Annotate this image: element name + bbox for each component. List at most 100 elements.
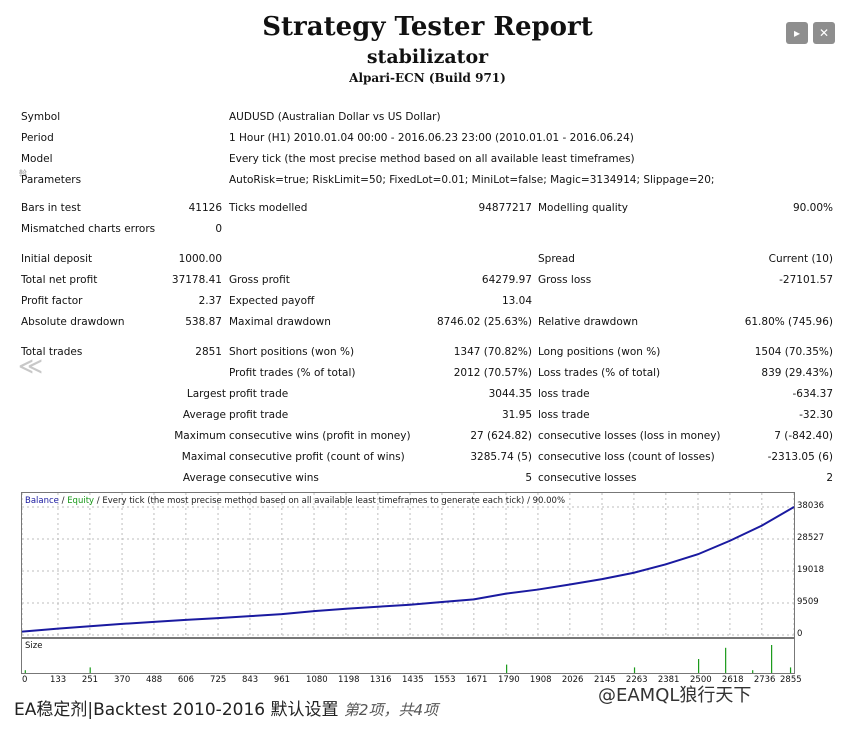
data-point [569,583,571,586]
corner-mark: 斡 [19,169,27,178]
spread-value: Current (10) [768,253,833,265]
average-profit-trade-value: 31.95 [501,409,532,421]
x-tick-label: 1316 [369,675,392,685]
x-tick-label: 2145 [594,675,616,685]
model-value: Every tick (the most precise method base… [229,153,635,165]
symbol-value: AUDUSD (Australian Dollar vs US Dollar) [229,111,441,123]
x-tick-label: 2855 [780,675,802,685]
ticks-label: Ticks modelled [229,202,308,214]
y-tick-label: 9509 [797,597,819,607]
parameters-value: AutoRisk=true; RiskLimit=50; FixedLot=0.… [229,174,715,186]
size-chart [21,638,795,674]
x-tick-label: 1198 [337,675,360,685]
footer-caption: EA稳定剂|Backtest 2010-2016 默认设置 第2项，共4项 [14,695,438,720]
ticks-value: 94877217 [478,202,532,214]
expected-payoff-value: 13.04 [501,295,532,307]
maximal-consecutive-loss-value: -2313.05 (6) [767,451,833,463]
size-chart-svg [24,645,792,673]
x-tick-label: 1908 [529,675,552,685]
total-trades-value: 2851 [195,346,222,358]
maximal-label: Maximal [181,451,226,463]
loss-trades-value: 839 (29.43%) [761,367,833,379]
average-profit-trade-label: profit trade [229,409,289,421]
data-point [761,524,763,527]
x-tick-label: 1435 [402,675,424,685]
size-bar [698,659,700,673]
ea-name: stabilizator [366,46,489,68]
size-bar [24,670,26,673]
maximal-consecutive-profit-value: 3285.74 (5) [470,451,532,463]
size-label: Size [25,641,43,651]
data-point [185,619,187,621]
gross-profit-value: 64279.97 [481,274,532,286]
data-point [633,571,635,574]
size-bar [633,667,636,673]
previous-icon[interactable]: ≪ [18,352,44,380]
bars-value: 41126 [188,202,222,214]
period-label: Period [21,132,54,144]
profit-factor-value: 2.37 [198,295,222,307]
size-bar [89,667,91,673]
profit-trades-value: 2012 (70.57%) [453,367,532,379]
caption-equity: Equity [67,496,95,506]
x-tick-label: 488 [145,675,163,685]
data-point [153,621,155,623]
data-point [57,627,59,630]
data-point [249,615,251,617]
balance-chart [21,492,795,638]
x-tick-label: 1790 [498,675,520,685]
caption-separator: / [58,496,68,506]
quality-value: 90.00% [792,202,833,214]
size-bar [771,645,773,673]
data-point [601,578,603,580]
net-profit-label: Total net profit [21,274,98,286]
y-tick-label: 28527 [797,533,825,543]
long-positions-value: 1504 (70.35%) [754,346,833,358]
rel-drawdown-label: Relative drawdown [538,316,639,328]
data-point [377,605,379,608]
y-tick-label: 38036 [797,501,825,511]
symbol-label: Symbol [21,111,61,123]
watermark: @EAMQL狼行天下 [598,685,752,706]
average-consecutive-losses-label: consecutive losses [538,472,637,484]
quality-label: Modelling quality [538,202,628,214]
y-tick-label: 19018 [797,565,825,575]
x-tick-label: 606 [177,675,195,685]
size-bar [789,667,792,673]
period-value: 1 Hour (H1) 2010.01.04 00:00 - 2016.06.2… [229,132,634,144]
data-point [537,588,539,591]
profit-factor-label: Profit factor [21,295,83,307]
profit-trades-label: Profit trades (% of total) [229,367,356,379]
data-point [409,603,411,606]
average-consecutive-wins-label: consecutive wins [229,472,319,484]
data-point [281,613,283,615]
max-consecutive-wins-value: 27 (624.82) [470,430,532,442]
deposit-value: 1000.00 [178,253,222,265]
size-bar [506,664,508,673]
model-label: Model [21,153,53,165]
caption-balance: Balance [25,496,59,506]
next-icon[interactable]: ▸ [786,22,808,44]
x-tick-label: 1671 [465,675,488,685]
chart-caption: Balance / Equity / Every tick (the most … [25,496,565,506]
x-tick-label: 961 [273,675,291,685]
data-point [665,563,667,566]
caption-details: / Every tick (the most precise method ba… [94,496,566,506]
net-profit-value: 37178.41 [171,274,222,286]
bars-label: Bars in test [21,202,81,214]
total-trades-label: Total trades [21,346,83,358]
average-consecutive-label: Average [182,472,226,484]
largest-loss-trade-value: -634.37 [792,388,833,400]
size-bar [752,670,754,673]
average-consecutive-losses-value: 2 [826,472,833,484]
data-point [217,617,219,619]
close-icon[interactable]: ✕ [813,22,835,44]
x-tick-label: 2026 [561,675,584,685]
gross-profit-label: Gross profit [229,274,290,286]
data-point [729,539,731,542]
footer-page-indicator: 第2项，共4项 [343,701,438,719]
x-tick-label: 2381 [657,675,680,685]
x-tick-label: 251 [81,675,99,685]
average-label: Average [182,409,226,421]
x-tick-label: 0 [22,675,28,685]
